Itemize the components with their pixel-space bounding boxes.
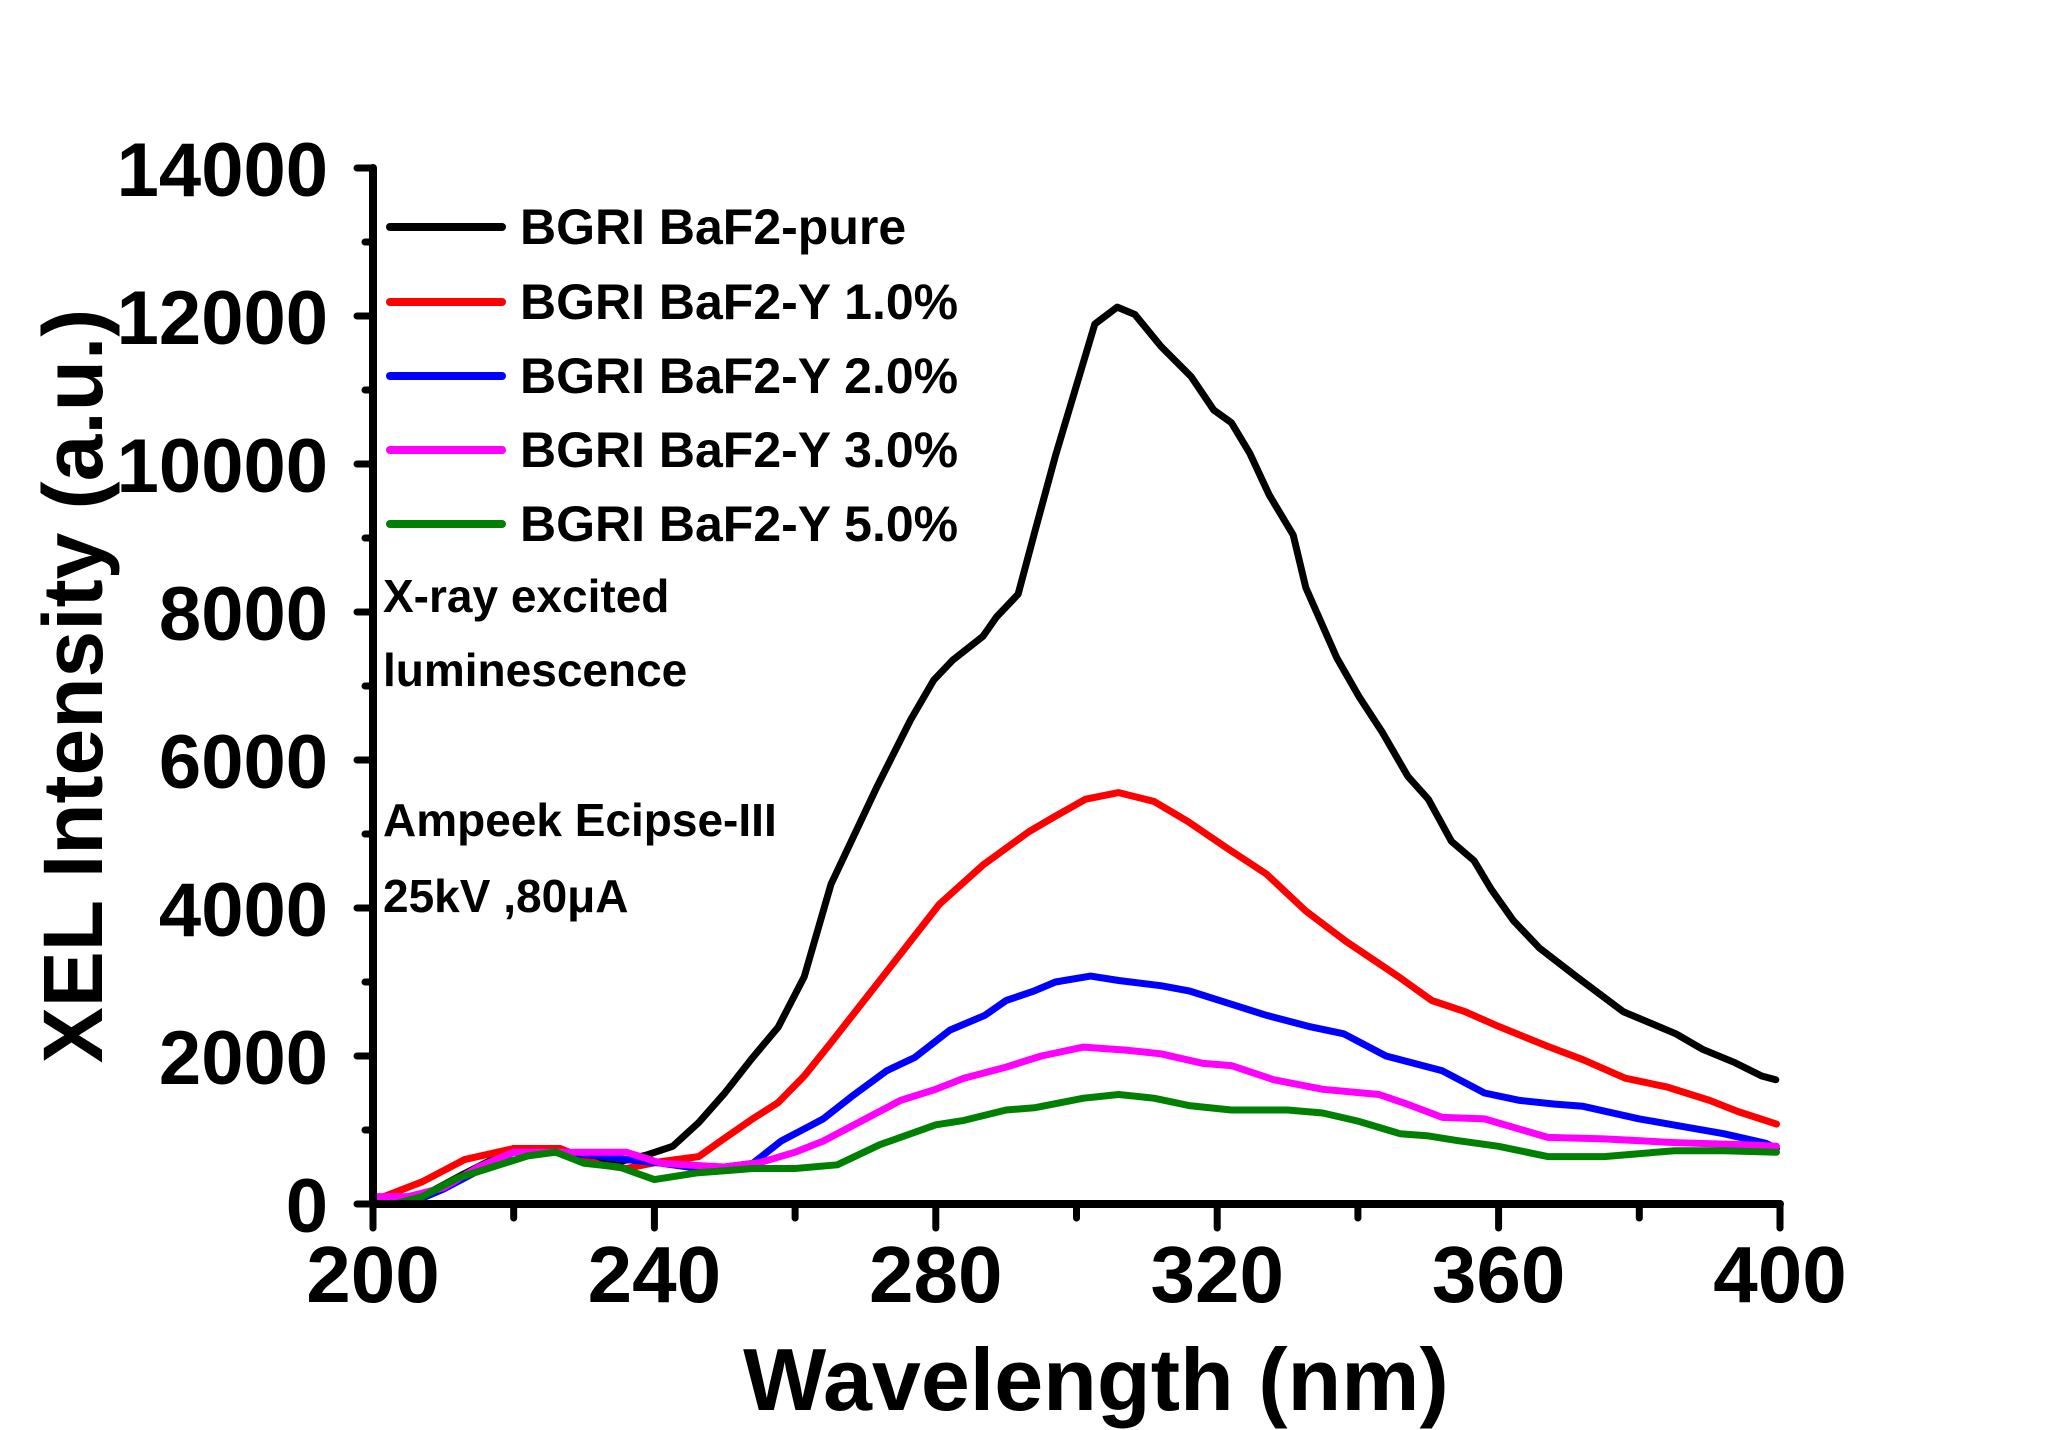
annotation-text: luminescence	[383, 644, 687, 696]
y-tick-label: 10000	[117, 424, 328, 509]
y-tick-label: 12000	[117, 276, 328, 361]
legend-label-0: BGRI BaF2-pure	[520, 199, 906, 255]
annotation-text: Ampeek Ecipse-III	[383, 794, 777, 846]
x-axis-label: Wavelength (nm)	[743, 1330, 1449, 1429]
y-tick-label: 2000	[159, 1016, 328, 1101]
series-line-0	[376, 303, 1780, 1208]
legend-label-2: BGRI BaF2-Y 2.0%	[520, 348, 958, 404]
x-tick-label: 280	[869, 1230, 1002, 1319]
y-tick-label: 14000	[117, 128, 328, 213]
annotation-text: 25kV ,80μA	[383, 870, 629, 922]
axes	[353, 164, 1784, 1232]
x-tick-label: 240	[588, 1230, 721, 1319]
annotations: X-ray excited luminescence Ampeek Ecipse-I…	[383, 570, 777, 922]
legend-label-4: BGRI BaF2-Y 5.0%	[520, 496, 958, 552]
y-tick-label: 4000	[159, 868, 328, 953]
y-axis-label: XEL Intensity (a.u.)	[26, 309, 120, 1064]
x-tick-label: 360	[1432, 1230, 1565, 1319]
x-tick-label: 200	[306, 1230, 439, 1319]
series-line-4	[390, 1091, 1780, 1208]
series-line-2	[376, 972, 1780, 1208]
tick-labels: 200 240 280 320 360 4000200040006000800010000…	[117, 128, 1847, 1319]
y-tick-label: 8000	[159, 572, 328, 657]
legend-label-3: BGRI BaF2-Y 3.0%	[520, 422, 958, 478]
legend-label-1: BGRI BaF2-Y 1.0%	[520, 274, 958, 330]
annotation-text: X-ray excited	[383, 570, 669, 622]
y-tick-label: 6000	[159, 720, 328, 805]
y-tick-label: 0	[286, 1164, 328, 1249]
x-tick-label: 400	[1713, 1230, 1846, 1319]
series-line-1	[376, 789, 1780, 1202]
series-layer	[373, 303, 1780, 1208]
legend: BGRI BaF2-pure BGRI BaF2-Y 1.0% BGRI BaF2-…	[386, 199, 958, 552]
series-line-3	[373, 1043, 1780, 1201]
x-tick-label: 320	[1150, 1230, 1283, 1319]
